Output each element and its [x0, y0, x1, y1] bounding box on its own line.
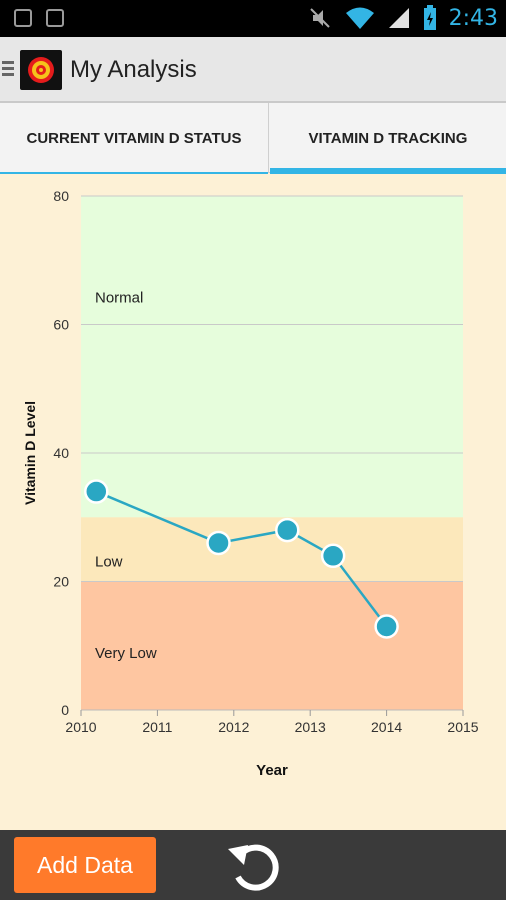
y-tick-label: 40: [53, 445, 69, 461]
tab-bar: CURRENT VITAMIN D STATUS VITAMIN D TRACK…: [0, 103, 506, 174]
wifi-icon: [345, 7, 374, 29]
x-tick-label: 2014: [371, 719, 402, 735]
data-point: [320, 543, 346, 569]
data-point: [374, 614, 399, 639]
band-normal: [81, 196, 463, 518]
clock: 2:43: [448, 5, 498, 31]
band-label: Normal: [95, 289, 143, 306]
add-data-button[interactable]: Add Data: [14, 837, 156, 893]
tab-label: VITAMIN D TRACKING: [308, 129, 468, 147]
tab-indicator-selected: [270, 168, 506, 174]
refresh-icon[interactable]: [222, 835, 286, 895]
chart-area: Very Low Low Normal 0 20 40 60 80 2010 2011 2012 2…: [0, 173, 506, 830]
x-tick-label: 2012: [218, 719, 249, 735]
band-very-low: [81, 581, 463, 710]
y-tick-label: 20: [53, 574, 69, 590]
band-label: Low: [95, 554, 123, 571]
status-bar: 2:43: [0, 0, 506, 37]
y-tick-label: 80: [53, 188, 69, 204]
page-title: My Analysis: [70, 56, 197, 83]
tab-tracking[interactable]: VITAMIN D TRACKING: [270, 103, 506, 174]
tab-indicator: [0, 172, 268, 174]
x-tick-label: 2011: [142, 719, 172, 735]
action-bar: My Analysis: [0, 37, 506, 103]
signal-icon: [388, 8, 409, 28]
tab-label: CURRENT VITAMIN D STATUS: [26, 129, 242, 147]
y-tick-label: 0: [61, 702, 69, 718]
band-label: Very Low: [95, 645, 157, 662]
x-tick-label: 2013: [295, 719, 326, 735]
app-logo-icon[interactable]: [20, 50, 62, 90]
vitamin-d-chart: Very Low Low Normal 0 20 40 60 80 2010 2011 2012 2…: [22, 188, 479, 779]
x-tick-label: 2015: [447, 719, 478, 735]
menu-icon[interactable]: [2, 61, 14, 79]
x-axis-label: Year: [256, 762, 288, 779]
tab-current-status[interactable]: CURRENT VITAMIN D STATUS: [0, 103, 269, 174]
band-low: [81, 517, 463, 582]
data-point: [84, 479, 109, 504]
data-point: [275, 517, 300, 543]
x-tick-label: 2010: [65, 719, 96, 735]
battery-icon: [423, 5, 436, 30]
usb-icon: [14, 9, 32, 27]
mute-icon: [309, 8, 330, 28]
y-tick-label: 60: [53, 317, 69, 333]
y-axis-label: Vitamin D Level: [22, 401, 38, 505]
data-point: [206, 530, 231, 556]
bottom-bar: Add Data: [0, 830, 506, 900]
debug-icon: [46, 9, 64, 27]
